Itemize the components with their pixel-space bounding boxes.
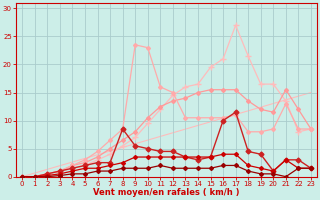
- X-axis label: Vent moyen/en rafales ( km/h ): Vent moyen/en rafales ( km/h ): [93, 188, 240, 197]
